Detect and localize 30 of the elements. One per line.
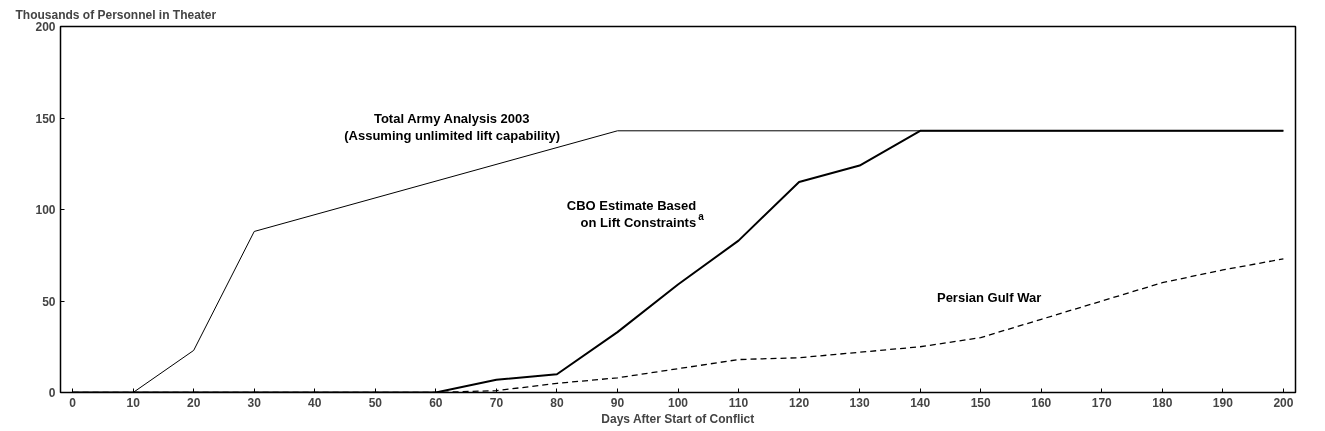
x-tick-label: 150 bbox=[970, 395, 992, 410]
x-tick-label: 20 bbox=[187, 395, 201, 410]
x-tick-label: 40 bbox=[308, 395, 322, 410]
x-tick-label: 50 bbox=[368, 395, 383, 410]
series-label: Persian Gulf War bbox=[936, 289, 1042, 305]
x-tick-label: 140 bbox=[910, 395, 931, 410]
x-tick-label: 10 bbox=[126, 395, 141, 410]
x-tick-label: 90 bbox=[610, 395, 625, 410]
x-tick-label: 60 bbox=[429, 395, 443, 410]
x-tick-label: 160 bbox=[1031, 395, 1052, 410]
x-tick-label: 190 bbox=[1212, 395, 1234, 410]
x-tick-label: 110 bbox=[728, 395, 749, 410]
x-tick-label: 80 bbox=[550, 395, 564, 410]
x-tick-label: 0 bbox=[69, 395, 77, 410]
x-tick-label: 100 bbox=[667, 395, 689, 410]
y-tick-label: 50 bbox=[42, 294, 56, 309]
x-tick-label: 70 bbox=[489, 395, 504, 410]
series-label: Total Army Analysis 2003 (Assuming unlimited lift capability) bbox=[344, 110, 561, 143]
y-tick-label: 0 bbox=[48, 386, 56, 400]
x-axis-title: Days After Start of Conflict bbox=[601, 411, 755, 426]
x-tick-label: 120 bbox=[789, 395, 810, 410]
y-tick-label: 100 bbox=[35, 203, 56, 217]
x-tick-label: 200 bbox=[1273, 395, 1294, 410]
x-tick-label: 180 bbox=[1152, 395, 1173, 410]
y-tick-label: 200 bbox=[35, 20, 56, 34]
x-tick-label: 130 bbox=[849, 395, 870, 410]
x-tick-label: 30 bbox=[247, 395, 262, 410]
x-tick-label: 170 bbox=[1091, 395, 1113, 410]
y-axis-title: Thousands of Personnel in Theater bbox=[15, 7, 217, 22]
y-tick-label: 150 bbox=[35, 111, 56, 126]
